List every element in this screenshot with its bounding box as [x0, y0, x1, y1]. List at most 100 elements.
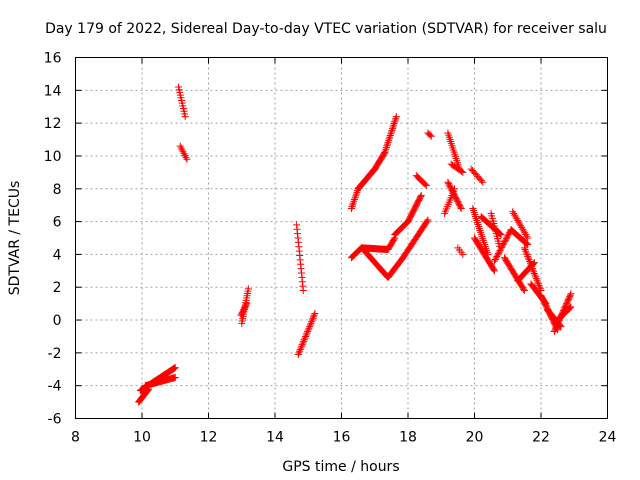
data-point	[498, 242, 506, 250]
data-point	[181, 113, 189, 121]
data-point	[492, 254, 500, 262]
y-axis: -6 -4 -2 0 2 4 6 8 10 12 14 16	[44, 51, 608, 428]
data-point	[422, 181, 430, 189]
data-point	[451, 185, 459, 193]
data-point	[390, 235, 398, 243]
data-point	[494, 251, 502, 259]
data-point	[499, 241, 507, 249]
x-axis: 8 10 12 14 16 18 20 22 24	[71, 57, 617, 446]
y-tick-label: 4	[53, 247, 62, 263]
y-tick-label: 8	[53, 182, 62, 198]
data-point	[389, 123, 397, 131]
data-point	[386, 131, 394, 139]
data-point	[527, 261, 535, 269]
data-point	[496, 247, 504, 255]
x-tick-label: 12	[200, 430, 218, 446]
data-point	[521, 229, 529, 237]
data-point	[310, 311, 318, 319]
data-point	[490, 267, 498, 275]
data-point	[524, 254, 532, 262]
data-point	[525, 256, 533, 264]
x-tick-label: 18	[399, 430, 417, 446]
data-point	[305, 324, 313, 332]
data-point	[302, 332, 310, 340]
data-point	[530, 269, 538, 277]
data-point	[385, 135, 393, 143]
data-point	[347, 204, 355, 212]
chart-title: Day 179 of 2022, Sidereal Day-to-day VTE…	[45, 21, 607, 37]
data-point	[459, 250, 467, 258]
data-point	[534, 278, 542, 286]
data-point	[304, 328, 312, 336]
data-point	[495, 248, 503, 256]
data-point	[524, 252, 532, 260]
data-point	[301, 334, 309, 342]
x-tick-label: 8	[71, 430, 80, 446]
data-point	[294, 351, 302, 359]
data-point	[349, 199, 357, 207]
data-point	[295, 349, 303, 357]
data-point	[524, 234, 532, 242]
data-point	[296, 346, 304, 354]
data-point	[497, 231, 505, 239]
data-point	[381, 149, 389, 157]
data-point	[382, 145, 390, 153]
data-point	[426, 131, 434, 139]
data-point	[510, 209, 518, 217]
data-point	[306, 323, 314, 331]
data-point	[244, 285, 252, 293]
y-tick-label: 10	[44, 149, 62, 165]
x-tick-label: 20	[466, 430, 484, 446]
data-point	[566, 291, 574, 299]
data-point	[530, 268, 538, 276]
data-point	[523, 240, 531, 248]
x-tick-label: 22	[532, 430, 550, 446]
data-point	[171, 373, 179, 381]
data-point	[526, 257, 534, 265]
y-tick-label: -4	[48, 379, 62, 395]
data-point	[521, 246, 529, 254]
data-point	[536, 283, 544, 291]
data-point	[421, 180, 429, 188]
data-point	[303, 329, 311, 337]
data-point	[490, 266, 498, 274]
data-point	[390, 121, 398, 129]
data-point	[299, 339, 307, 347]
data-point	[519, 225, 527, 233]
data-point	[243, 300, 251, 308]
data-point	[522, 230, 530, 238]
data-point	[171, 364, 179, 372]
data-point	[520, 285, 528, 293]
data-point	[298, 342, 306, 350]
data-point	[309, 314, 317, 322]
y-tick-label: 16	[44, 51, 62, 67]
data-point	[516, 220, 524, 228]
data-point	[557, 323, 565, 331]
y-tick-label: 14	[44, 83, 62, 99]
data-point	[296, 347, 304, 355]
data-point	[520, 287, 528, 295]
data-point	[528, 264, 536, 272]
data-point	[349, 201, 357, 209]
y-axis-label: SDTVAR / TECUs	[7, 181, 23, 296]
data-point	[512, 213, 520, 221]
data-point	[388, 126, 396, 134]
data-point	[502, 235, 510, 243]
data-point	[242, 301, 250, 309]
data-point	[522, 249, 530, 257]
data-point	[528, 263, 536, 271]
y-tick-label: 2	[53, 280, 62, 296]
data-point	[491, 255, 499, 263]
data-point	[513, 215, 521, 223]
x-tick-label: 24	[599, 430, 617, 446]
data-point	[567, 290, 575, 298]
data-point	[383, 142, 391, 150]
data-point	[497, 245, 505, 253]
data-point	[387, 130, 395, 138]
data-point	[479, 178, 487, 186]
x-tick-label: 16	[333, 430, 351, 446]
data-point	[498, 244, 506, 252]
data-point	[392, 113, 400, 121]
y-tick-label: -2	[48, 346, 62, 362]
